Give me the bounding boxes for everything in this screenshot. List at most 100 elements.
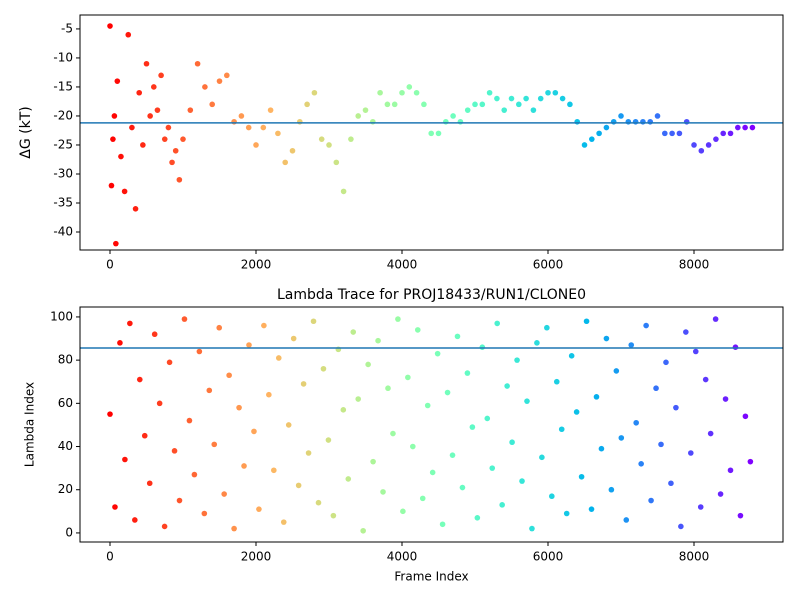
- point: [146, 480, 153, 487]
- point: [553, 378, 560, 385]
- point: [385, 385, 391, 392]
- y-tick-label: -30: [53, 166, 73, 180]
- point: [202, 84, 208, 90]
- y-tick-label: -40: [53, 225, 73, 239]
- x-tick-label: 2000: [241, 550, 272, 564]
- point: [722, 396, 729, 402]
- point: [350, 329, 357, 335]
- point: [537, 95, 544, 102]
- point: [216, 324, 223, 331]
- point: [457, 118, 464, 125]
- point: [638, 461, 644, 467]
- point: [472, 101, 478, 108]
- point: [610, 118, 617, 125]
- point: [377, 89, 383, 96]
- point: [132, 517, 138, 523]
- point: [151, 331, 158, 338]
- point: [419, 495, 426, 502]
- point: [727, 467, 734, 474]
- point: [413, 89, 420, 96]
- point: [326, 142, 332, 148]
- point: [720, 130, 727, 137]
- point: [355, 113, 362, 119]
- point: [136, 376, 143, 383]
- y-tick-label: -25: [53, 137, 73, 151]
- point: [370, 458, 376, 465]
- point: [618, 113, 624, 119]
- point: [603, 335, 610, 342]
- point: [169, 159, 175, 166]
- point: [161, 136, 168, 142]
- point: [112, 504, 118, 510]
- point: [108, 182, 115, 189]
- point: [747, 458, 754, 465]
- point: [444, 389, 451, 396]
- point: [297, 118, 303, 125]
- y-tick-label: 60: [58, 396, 73, 410]
- point: [742, 413, 749, 420]
- point: [625, 118, 632, 125]
- point: [559, 95, 566, 102]
- point: [705, 142, 712, 148]
- point: [256, 506, 262, 512]
- point: [443, 118, 449, 125]
- point: [405, 374, 411, 381]
- point: [290, 335, 297, 342]
- point: [271, 467, 277, 474]
- point: [375, 337, 381, 344]
- axes-frame: [79, 306, 784, 543]
- point: [158, 72, 164, 79]
- point: [118, 153, 124, 160]
- point: [141, 432, 148, 439]
- point: [573, 409, 580, 415]
- x-tick-label: 4000: [387, 258, 418, 272]
- point: [494, 95, 500, 102]
- point: [464, 107, 471, 113]
- point: [479, 101, 486, 108]
- point: [558, 426, 565, 433]
- point: [125, 31, 132, 38]
- y-tick-label: 100: [50, 309, 73, 323]
- point: [673, 404, 679, 411]
- point: [300, 381, 307, 387]
- point: [414, 327, 421, 333]
- point: [395, 316, 401, 322]
- point: [494, 320, 501, 327]
- point: [231, 118, 237, 125]
- point: [459, 484, 466, 491]
- point: [567, 101, 573, 108]
- point: [474, 515, 481, 521]
- point: [499, 502, 505, 508]
- point: [683, 118, 690, 125]
- point: [236, 404, 242, 411]
- point: [176, 497, 183, 504]
- point: [654, 113, 661, 119]
- point: [628, 342, 635, 348]
- point: [121, 188, 128, 195]
- point: [539, 454, 545, 461]
- point: [282, 159, 289, 166]
- point: [534, 340, 540, 346]
- point: [251, 428, 257, 435]
- point: [211, 441, 218, 448]
- point: [165, 124, 172, 131]
- point: [737, 512, 744, 519]
- point: [221, 491, 227, 497]
- point: [107, 411, 113, 417]
- point: [428, 130, 435, 137]
- y-tick-label: 40: [58, 439, 73, 453]
- point: [275, 130, 281, 137]
- point: [583, 318, 590, 325]
- point: [683, 329, 689, 335]
- point: [196, 348, 203, 355]
- point: [707, 430, 714, 437]
- point: [176, 176, 183, 183]
- point: [305, 450, 312, 456]
- point: [410, 443, 416, 450]
- axes-frame: [79, 14, 784, 251]
- point: [187, 107, 194, 113]
- point: [400, 508, 406, 515]
- point: [360, 527, 366, 534]
- point: [147, 113, 153, 119]
